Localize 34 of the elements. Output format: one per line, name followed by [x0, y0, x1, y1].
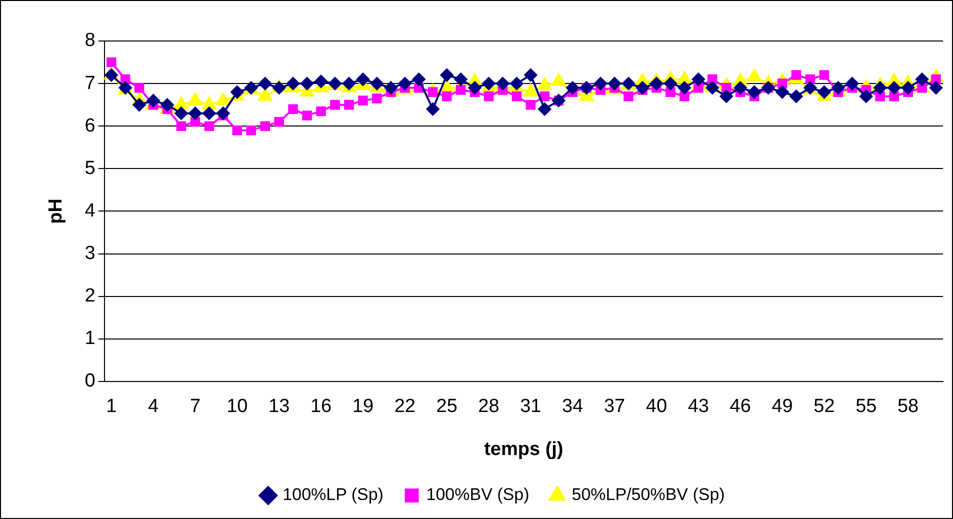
x-tick-label: 46: [730, 396, 751, 418]
y-tick-label: 8: [84, 30, 96, 52]
y-tick-label: 5: [84, 158, 96, 179]
y-tick-label: 1: [84, 328, 96, 350]
x-tick-label: 49: [772, 396, 793, 418]
x-tick-label: 58: [897, 396, 919, 418]
y-tick-label: 4: [84, 200, 96, 222]
x-tick-label: 52: [814, 396, 835, 418]
x-tick-label: 19: [352, 396, 374, 418]
x-tick-label: 34: [562, 396, 584, 418]
x-tick-label: 13: [268, 396, 290, 418]
x-tick-label: 28: [478, 396, 500, 418]
x-tick-label: 16: [310, 396, 332, 418]
x-tick-label: 31: [520, 396, 542, 418]
x-tick-label: 55: [856, 396, 877, 418]
y-tick-label: 0: [84, 370, 96, 392]
x-tick-label: 1: [106, 396, 117, 418]
legend-label: 50%LP/50%BV (Sp): [572, 485, 725, 504]
x-tick-label: 22: [394, 396, 416, 418]
y-tick-label: 7: [84, 72, 96, 94]
x-tick-label: 25: [436, 396, 458, 418]
y-tick-label: 6: [84, 115, 96, 136]
legend-label: 100%BV (Sp): [426, 485, 530, 504]
x-tick-label: 37: [604, 396, 626, 418]
y-tick-label: 2: [84, 286, 96, 307]
y-axis-title: pH: [46, 198, 67, 224]
x-axis-title: temps (j): [484, 438, 564, 460]
x-tick-label: 40: [646, 396, 668, 418]
x-tick-label: 4: [148, 396, 159, 418]
y-tick-label: 3: [84, 242, 96, 264]
x-tick-label: 43: [688, 396, 709, 418]
x-tick-label: 10: [226, 396, 248, 418]
legend-label: 100%LP (Sp): [282, 485, 384, 504]
x-tick-label: 7: [190, 396, 201, 418]
